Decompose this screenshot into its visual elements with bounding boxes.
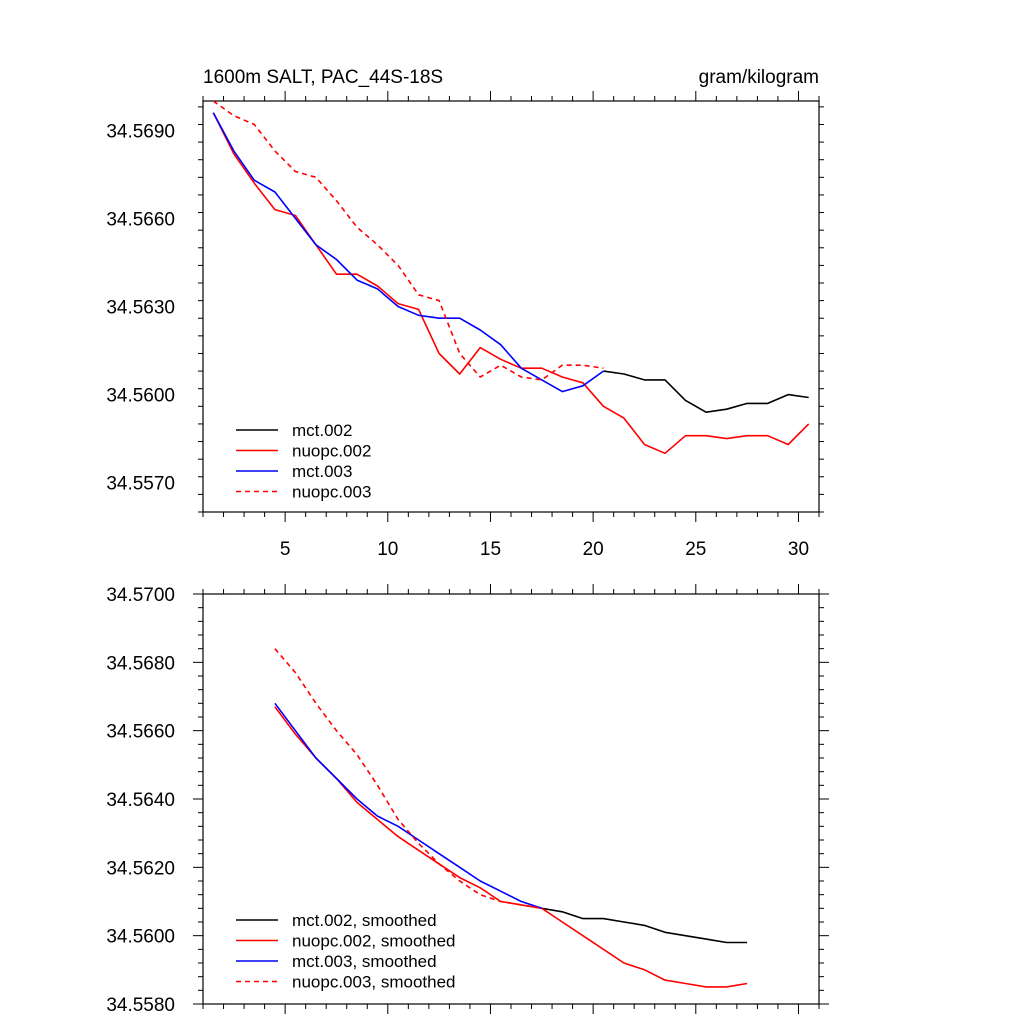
top-panel-raw: 5 10 15 20 25 30 34.5570 34.5600 34.5630 34.5660 3… [106, 91, 824, 560]
y-tick-label: 34.5570 [106, 474, 175, 495]
legend-label: mct.003 [292, 462, 352, 481]
y-tick-label: 34.5630 [106, 298, 175, 319]
series-line-nuopc-002 [212, 112, 810, 455]
series-line-mct-002 [603, 370, 809, 414]
y-tick-label: 34.5620 [106, 858, 175, 879]
y-tick-label: 34.5690 [106, 121, 175, 142]
y-tick-label: 34.5680 [106, 653, 175, 674]
x-tick-label: 20 [583, 539, 604, 560]
legend-label: mct.003, smoothed [292, 952, 437, 971]
y-tick-label: 34.5640 [106, 790, 175, 811]
x-tick-label: 5 [280, 539, 291, 560]
units-label: gram/kilogram [699, 67, 819, 88]
y-tick-label: 34.5600 [106, 386, 175, 407]
legend-label: nuopc.003 [292, 483, 371, 502]
y-tick-label: 34.5580 [106, 995, 175, 1016]
legend-label: nuopc.003, smoothed [292, 973, 456, 992]
y-tick-label: 34.5660 [106, 209, 175, 230]
series-line-nuopc-003-smoothed [274, 648, 542, 910]
series-line-nuopc-003 [212, 100, 604, 381]
series-line-mct-003-smoothed [274, 702, 543, 910]
x-tick-label: 15 [480, 539, 501, 560]
legend-label: nuopc.002, smoothed [292, 932, 456, 951]
bottom-panel-smoothed: 34.5580 34.5600 34.5620 34.5640 34.5660 34.56… [106, 584, 829, 1016]
legend-label: mct.002, smoothed [292, 911, 437, 930]
x-tick-label: 25 [685, 539, 706, 560]
series-line-mct-003 [212, 112, 604, 393]
chart-title: 1600m SALT, PAC_44S-18S [203, 67, 443, 88]
legend-label: mct.002 [292, 421, 352, 440]
x-tick-label: 10 [377, 539, 398, 560]
legend-label: nuopc.002 [292, 442, 371, 461]
y-tick-label: 34.5700 [106, 585, 175, 606]
series-line-mct-002-smoothed [541, 907, 748, 944]
y-tick-label: 34.5660 [106, 722, 175, 743]
y-tick-label: 34.5600 [106, 927, 175, 948]
x-tick-label: 30 [788, 539, 809, 560]
